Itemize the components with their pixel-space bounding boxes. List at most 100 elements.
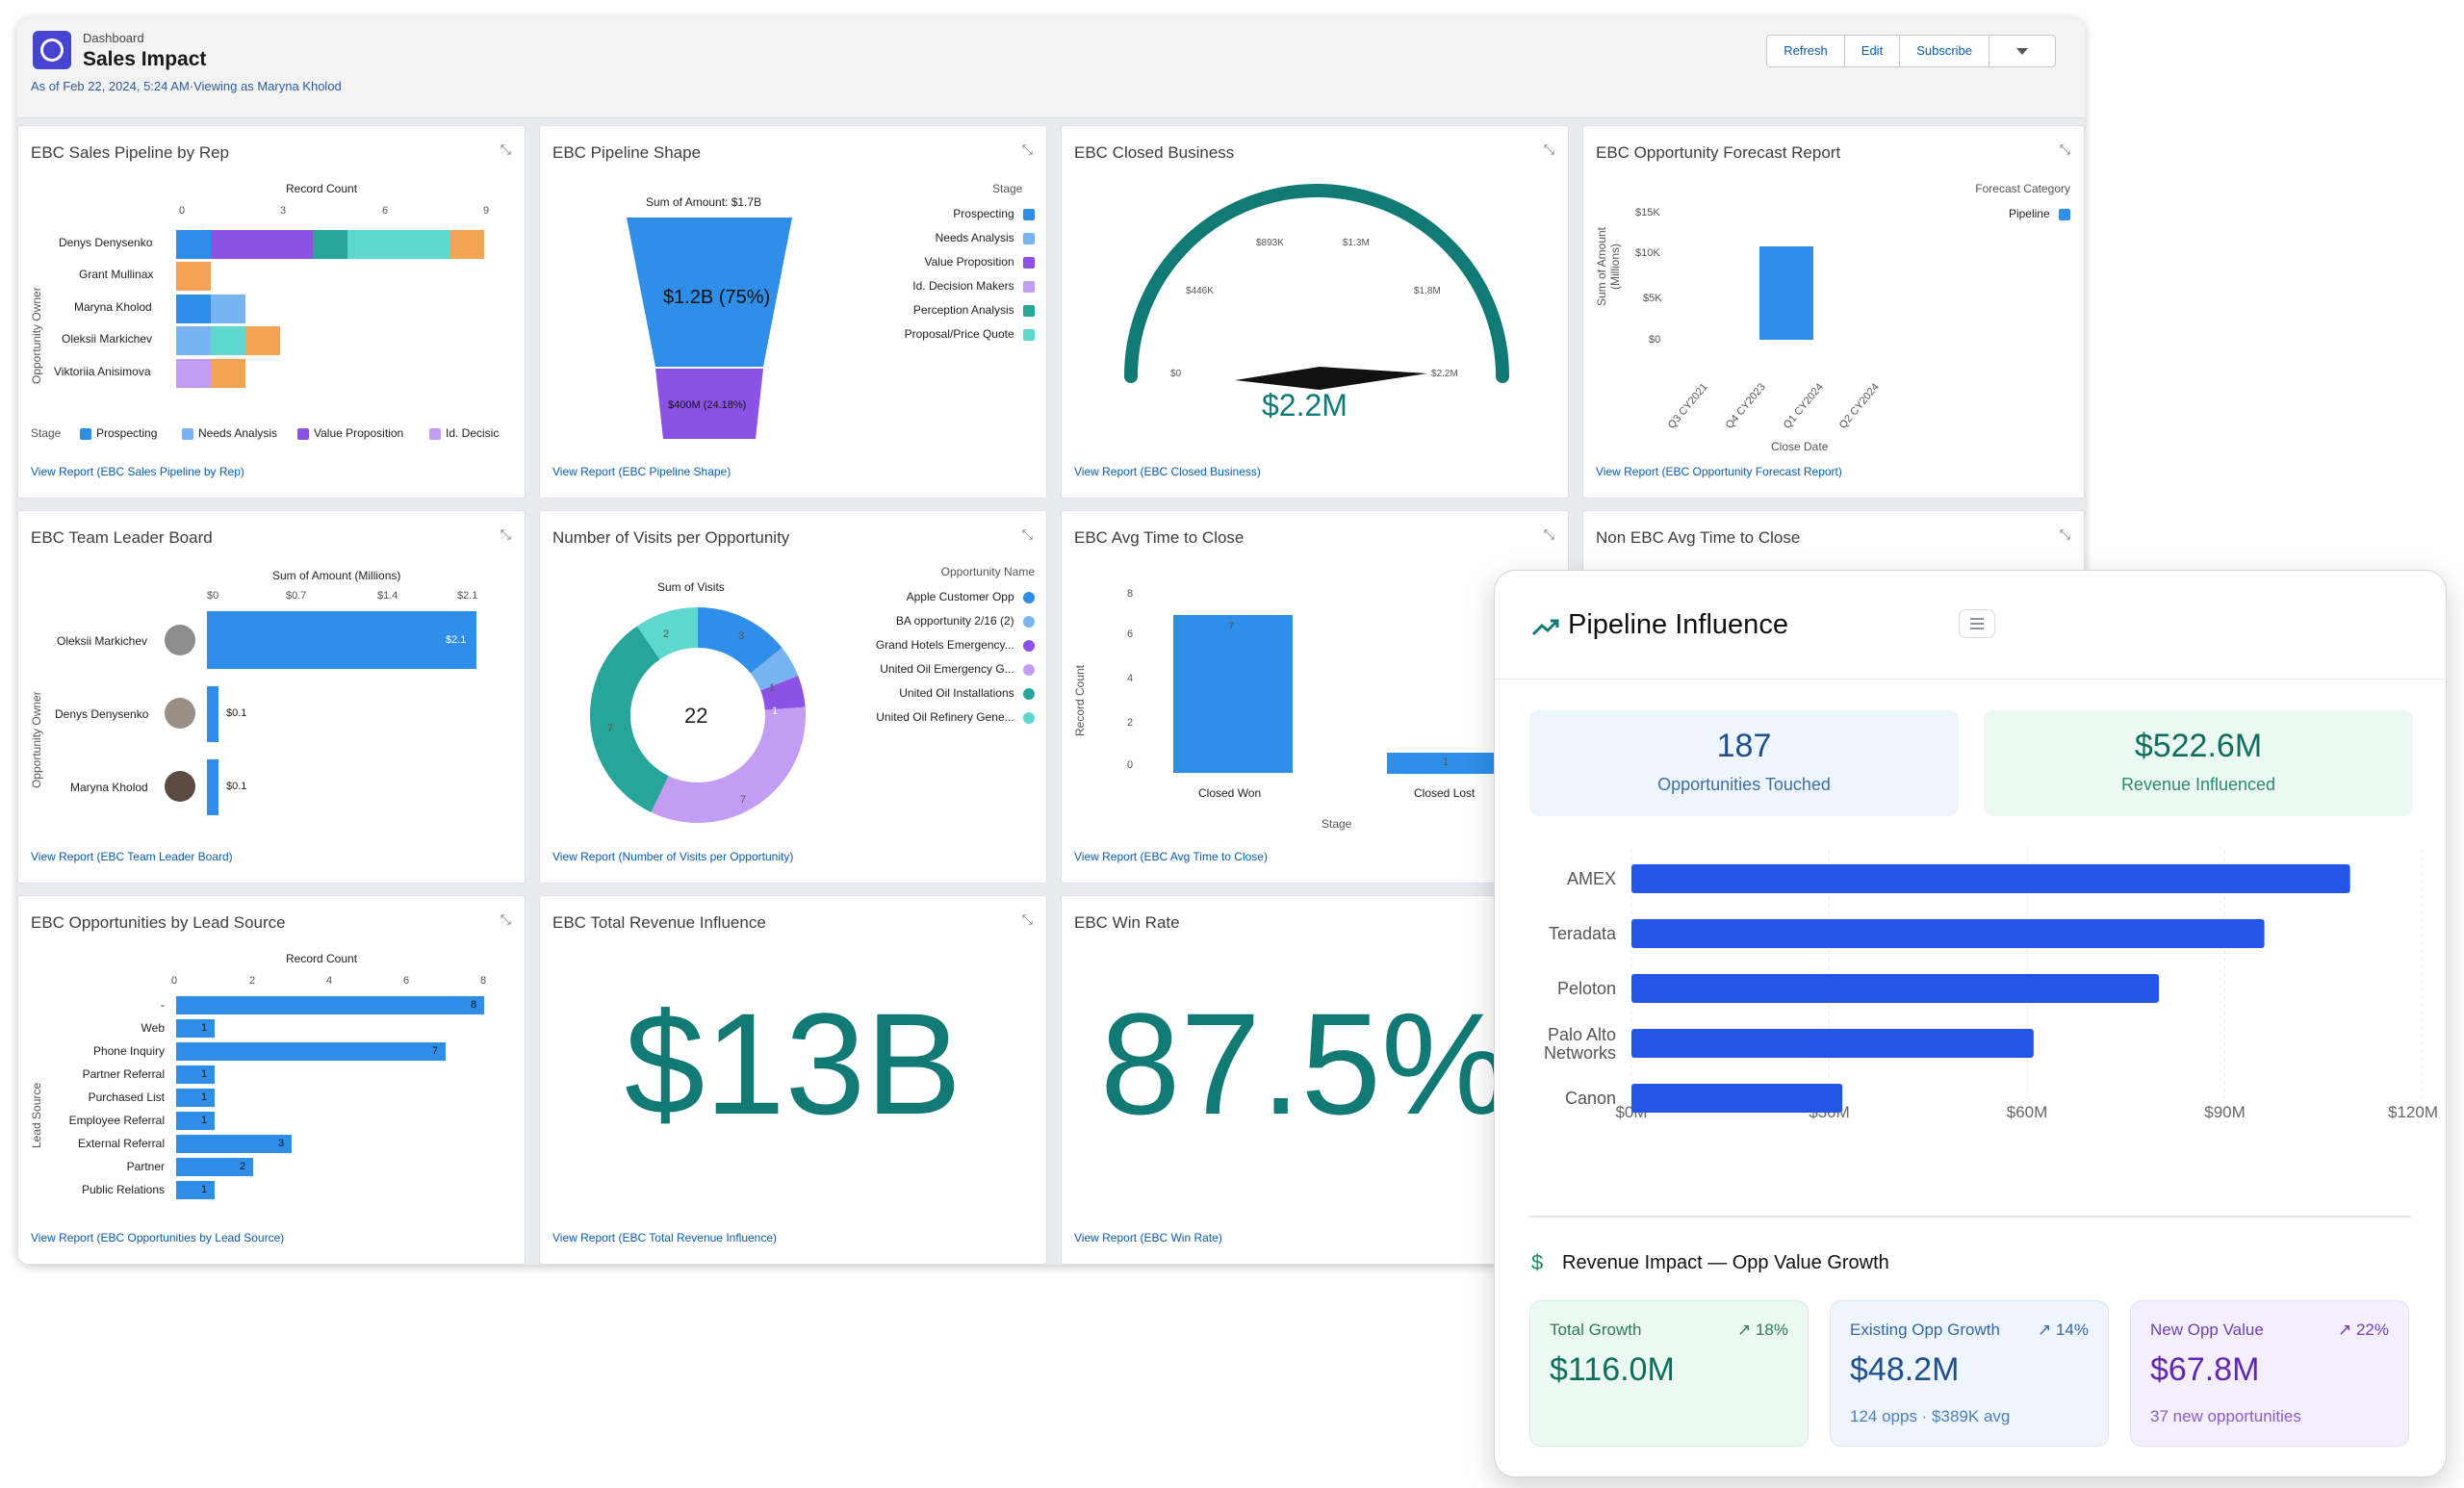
influence-bar[interactable] [1631,1029,2034,1058]
expand-icon[interactable]: ⤡ [1021,911,1033,927]
row-label: External Referral [77,1137,165,1150]
axis-title: Record Count [286,952,358,965]
page-title: Sales Impact [83,48,207,70]
tick-label: 9 [483,205,490,217]
donut-slice[interactable] [651,706,806,823]
influence-bar[interactable] [1631,974,2159,1003]
refresh-button[interactable]: Refresh [1767,36,1845,66]
slice-label: 2 [663,629,670,640]
view-report-link[interactable]: View Report (EBC Total Revenue Influence… [552,1231,778,1244]
expand-icon[interactable]: ⤡ [500,911,511,927]
card-title: Number of Visits per Opportunity [552,528,790,547]
category-label: Networks [1544,1043,1616,1063]
bar-segment[interactable] [211,359,245,388]
card-title: EBC Avg Time to Close [1074,528,1245,547]
x-tick-label: $60M [2007,1103,2048,1121]
lead-source-bar[interactable] [176,1089,215,1107]
tick-label: 0 [171,975,178,987]
filter-settings-icon[interactable] [1959,609,1995,638]
bar-segment[interactable] [176,295,211,323]
lead-source-bar[interactable] [176,1158,253,1176]
expand-icon[interactable]: ⤡ [1543,526,1554,542]
tick-label: $5K [1643,293,1662,304]
subscribe-button[interactable]: Subscribe [1900,36,1989,66]
leader-bar[interactable] [207,759,218,815]
bar-segment[interactable] [211,326,245,355]
pipeline-influence-panel: Pipeline Influence 187 Opportunities Tou… [1494,570,2447,1477]
expand-icon[interactable]: ⤡ [1021,526,1033,542]
expand-icon[interactable]: ⤡ [500,141,511,157]
bar-segment[interactable] [176,326,211,355]
lead-source-bar[interactable] [176,1181,215,1199]
view-report-link[interactable]: View Report (EBC Avg Time to Close) [1074,850,1268,863]
row-label: Viktoriia Anisimova [54,365,151,378]
influence-bar[interactable] [1631,864,2350,893]
lead-source-bar[interactable] [176,1042,446,1061]
expand-icon[interactable]: ⤡ [2059,141,2070,157]
donut-slice[interactable] [590,626,669,812]
view-report-link[interactable]: View Report (EBC Opportunities by Lead S… [31,1231,285,1244]
forecast-bar[interactable] [1759,246,1813,340]
donut-slice[interactable] [760,676,806,710]
donut-center-value: 22 [684,704,708,728]
stat-value: $522.6M [2134,728,2263,764]
view-report-link[interactable]: View Report (Number of Visits per Opport… [552,850,794,863]
edit-button[interactable]: Edit [1845,36,1901,66]
view-report-link[interactable]: View Report (EBC Team Leader Board) [31,850,233,863]
kpi-value: $116.0M [1550,1351,1675,1388]
legend-title: Opportunity Name [940,565,1035,578]
funnel-segment-prospecting[interactable] [627,218,792,367]
lead-source-bar[interactable] [176,1019,215,1038]
bar-segment[interactable] [347,230,449,259]
slice-label: 3 [738,630,745,642]
bar-value: 1 [1443,757,1450,768]
view-report-link[interactable]: View Report (EBC Opportunity Forecast Re… [1596,465,1842,478]
bar-segment[interactable] [313,230,347,259]
bar-closed-lost[interactable] [1387,753,1506,774]
row-label: Partner [126,1160,165,1173]
leader-bar[interactable] [207,611,476,669]
bar-segment[interactable] [449,230,484,259]
y-axis-label: Lead Source [30,1082,43,1148]
expand-icon[interactable]: ⤡ [2059,526,2070,542]
view-report-link[interactable]: View Report (EBC Pipeline Shape) [552,465,732,478]
tick-label: 6 [1127,629,1134,640]
tick-label: 2 [1127,717,1134,729]
bar-segment[interactable] [176,230,211,259]
lead-source-bar[interactable] [176,1065,215,1084]
bar-value: 3 [278,1138,285,1149]
lead-source-bar[interactable] [176,996,484,1014]
expand-icon[interactable]: ⤡ [500,526,511,542]
view-report-link[interactable]: View Report (EBC Win Rate) [1074,1231,1222,1244]
funnel-segment-value[interactable] [655,369,763,439]
bar-segment[interactable] [211,295,245,323]
donut-slice[interactable] [636,607,698,660]
lead-source-bar[interactable] [176,1112,215,1130]
bar-segment[interactable] [211,230,313,259]
stat-opportunities-touched: 187 Opportunities Touched [1529,710,1959,816]
bar-segment[interactable] [176,359,211,388]
view-report-link[interactable]: View Report (EBC Closed Business) [1074,465,1261,478]
card-total-revenue-influence: EBC Total Revenue Influence ⤡ $13B View … [539,895,1047,1265]
bar-segment[interactable] [176,262,211,291]
card-title: EBC Opportunity Forecast Report [1596,143,1841,162]
leader-bar[interactable] [207,686,218,742]
influence-bar[interactable] [1631,1084,1843,1113]
lead-source-bar[interactable] [176,1135,292,1153]
card-title: EBC Total Revenue Influence [552,913,766,932]
more-actions-dropdown[interactable] [1989,36,2055,66]
view-report-link[interactable]: View Report (EBC Sales Pipeline by Rep) [31,465,244,478]
expand-icon[interactable]: ⤡ [1021,141,1033,157]
legend-item: Prospecting [80,426,157,440]
funnel-chart [627,218,792,439]
influence-bar[interactable] [1631,919,2265,948]
funnel-small-label: $400M (24.18%) [668,399,747,411]
donut-slice[interactable] [698,607,783,674]
kpi-subtext: 37 new opportunities [2150,1407,2301,1425]
bar-segment[interactable] [245,326,280,355]
donut-slice[interactable] [750,648,799,691]
legend-title: Forecast Category [1975,182,2070,195]
header-button-group: Refresh Edit Subscribe [1766,35,2056,67]
expand-icon[interactable]: ⤡ [1543,141,1554,157]
bar-closed-won[interactable] [1173,615,1293,773]
